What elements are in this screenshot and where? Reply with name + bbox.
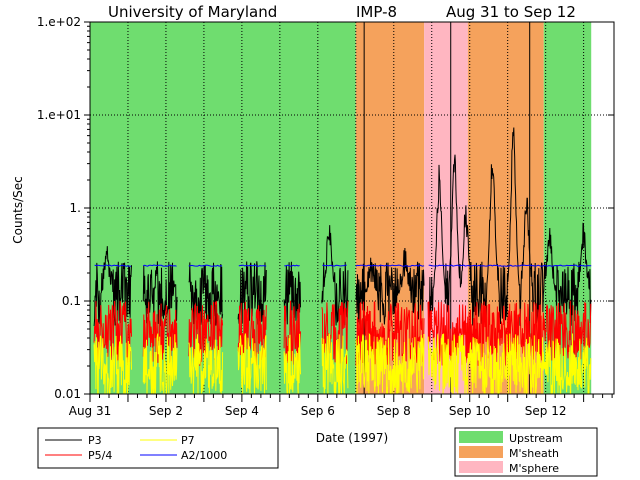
- y-tick-label-1: 0.1: [62, 294, 81, 308]
- x-tick-label-0: Aug 31: [69, 404, 112, 418]
- legend-swatch-msphere: [459, 461, 503, 473]
- legend-label-msheath: M'sheath: [509, 447, 559, 460]
- x-tick-label-4: Sep 8: [377, 404, 411, 418]
- series-a2-1000-line: [94, 264, 592, 267]
- x-tick-label-6: Sep 12: [525, 404, 567, 418]
- y-tick-label-2: 1.: [70, 201, 81, 215]
- legend-label-p5-4: P5/4: [88, 449, 112, 462]
- y-axis-label: Counts/Sec: [11, 176, 25, 244]
- y-tick-label-0: 0.01: [54, 387, 81, 401]
- legend-label-p7: P7: [181, 434, 195, 447]
- legend-label-a2-1000: A2/1000: [181, 449, 227, 462]
- legend-swatch-upstream: [459, 431, 503, 443]
- series-legend-box: [37, 427, 279, 469]
- series-legend: P3 P7 P5/4 A2/1000: [37, 427, 279, 469]
- y-tick-label-3: 1.e+01: [37, 108, 81, 122]
- legend-label-upstream: Upstream: [509, 432, 563, 445]
- y-tick-label-4: 1.e+02: [37, 15, 81, 29]
- title-spacecraft: IMP-8: [356, 3, 397, 21]
- x-axis-label: Date (1997): [316, 431, 388, 445]
- x-tick-label-2: Sep 4: [225, 404, 259, 418]
- legend-swatch-msheath: [459, 446, 503, 458]
- x-tick-label-1: Sep 2: [149, 404, 183, 418]
- title-institution: University of Maryland: [108, 3, 277, 21]
- x-tick-label-5: Sep 10: [449, 404, 491, 418]
- axes: 0.01 0.1 1. 1.e+01 1.e+02 Aug 31 Sep 2 Sep 4 Sep…: [37, 15, 614, 418]
- legend-label-msphere: M'sphere: [509, 462, 559, 475]
- series-lines: [93, 127, 592, 395]
- title-date-range: Aug 31 to Sep 12: [446, 3, 576, 21]
- series-p7-line: [93, 332, 592, 395]
- region-legend: Upstream M'sheath M'sphere: [454, 427, 598, 477]
- x-tick-label-3: Sep 6: [301, 404, 335, 418]
- legend-label-p3: P3: [88, 434, 102, 447]
